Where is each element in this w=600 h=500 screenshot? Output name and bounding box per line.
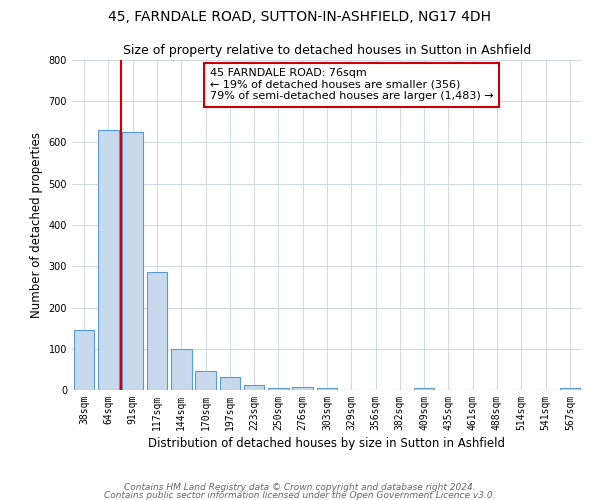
Bar — [171, 349, 191, 390]
Text: 45, FARNDALE ROAD, SUTTON-IN-ASHFIELD, NG17 4DH: 45, FARNDALE ROAD, SUTTON-IN-ASHFIELD, N… — [109, 10, 491, 24]
Bar — [98, 130, 119, 390]
Bar — [292, 386, 313, 390]
Bar — [195, 370, 216, 390]
Title: Size of property relative to detached houses in Sutton in Ashfield: Size of property relative to detached ho… — [123, 44, 531, 58]
Y-axis label: Number of detached properties: Number of detached properties — [30, 132, 43, 318]
Bar — [220, 377, 240, 390]
Bar — [414, 388, 434, 390]
Bar — [268, 388, 289, 390]
X-axis label: Distribution of detached houses by size in Sutton in Ashfield: Distribution of detached houses by size … — [149, 437, 505, 450]
Text: 45 FARNDALE ROAD: 76sqm
← 19% of detached houses are smaller (356)
79% of semi-d: 45 FARNDALE ROAD: 76sqm ← 19% of detache… — [210, 68, 493, 102]
Bar — [74, 330, 94, 390]
Text: Contains HM Land Registry data © Crown copyright and database right 2024.: Contains HM Land Registry data © Crown c… — [124, 484, 476, 492]
Bar — [244, 385, 265, 390]
Text: Contains public sector information licensed under the Open Government Licence v3: Contains public sector information licen… — [104, 490, 496, 500]
Bar — [122, 132, 143, 390]
Bar — [317, 388, 337, 390]
Bar — [146, 272, 167, 390]
Bar — [560, 388, 580, 390]
